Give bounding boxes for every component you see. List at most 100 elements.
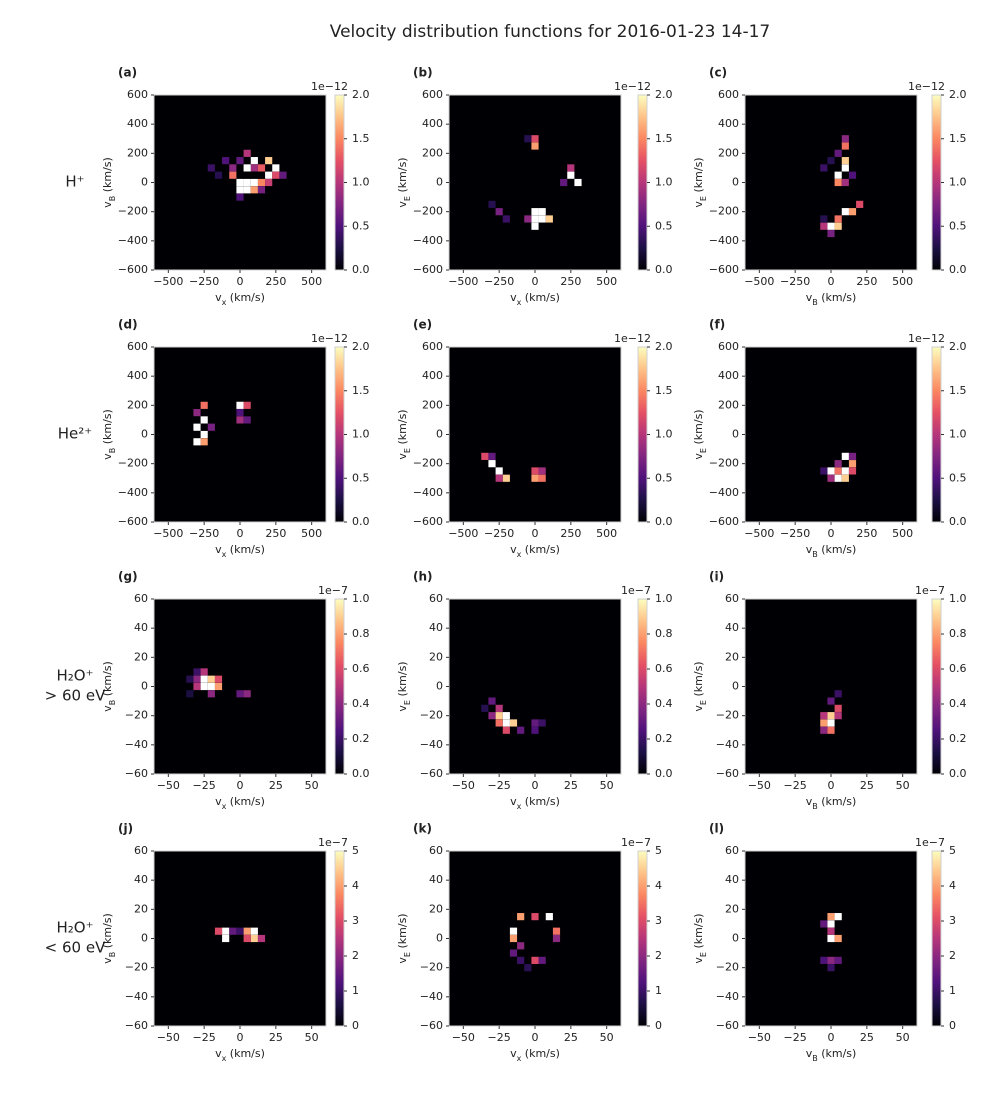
y-tick-label: −20 <box>125 961 148 974</box>
y-tick-label: −40 <box>716 738 739 751</box>
heatmap-cell <box>200 416 208 424</box>
heatmap-cell <box>243 178 251 187</box>
colorbar <box>334 850 345 1027</box>
y-tick-label: −600 <box>413 263 443 276</box>
heatmap-cell <box>517 956 525 964</box>
x-axis-label-part: x <box>517 1054 522 1063</box>
heatmap-cell <box>257 186 266 194</box>
heatmap-cell <box>827 712 835 720</box>
colorbar-tick-label: 0.2 <box>949 732 967 745</box>
x-axis-label-part: (km/s) <box>226 795 265 808</box>
heatmap-cell <box>193 423 201 431</box>
panel-label: (j) <box>118 822 133 836</box>
x-tick-label: 250 <box>856 527 877 540</box>
y-tick-label: 400 <box>718 369 739 382</box>
heatmap-cell <box>820 164 828 172</box>
x-tick-label: 250 <box>265 527 286 540</box>
x-tick-label: 50 <box>305 1031 319 1044</box>
y-tick-label: 0 <box>141 932 148 945</box>
colorbar-tick-label: 1.0 <box>655 176 673 189</box>
x-tick-label: −500 <box>448 527 478 540</box>
colorbar <box>637 598 648 775</box>
heatmap-cell <box>236 401 244 409</box>
y-tick-label: 40 <box>134 873 148 886</box>
colorbar <box>931 94 942 271</box>
colorbar-tick-label: 1 <box>352 984 359 997</box>
x-tick-label: 25 <box>860 1031 874 1044</box>
heatmap-cell <box>834 934 842 943</box>
colorbar-tick-label: 2.0 <box>655 340 673 353</box>
x-axis-label-part: v <box>215 1047 222 1060</box>
y-axis-label-part: v <box>692 201 705 208</box>
colorbar-tick-label: 0.0 <box>352 515 370 528</box>
y-axis-label-part: (km/s) <box>396 913 409 952</box>
heatmap-cell <box>250 157 258 165</box>
y-axis-label-part: B <box>108 196 117 202</box>
colorbar-tick-label: 1.0 <box>949 428 967 441</box>
y-tick-label: −20 <box>420 709 443 722</box>
colorbar-offset: 1e−12 <box>311 332 348 345</box>
colorbar-tick-label: 0.6 <box>949 662 967 675</box>
colorbar-tick-label: 0.4 <box>655 697 673 710</box>
heatmap-cell <box>214 682 223 691</box>
colorbar-tick-label: 1.0 <box>655 592 673 605</box>
colorbar-tick-label: 1 <box>949 984 956 997</box>
heatmap-cell <box>827 229 835 238</box>
y-tick-label: 20 <box>725 650 739 663</box>
x-tick-label: −250 <box>189 527 219 540</box>
x-axis-label-part: B <box>812 802 818 811</box>
row-label: He²⁺ <box>58 425 92 443</box>
colorbar-tick-label: 0.6 <box>352 662 370 675</box>
heatmap-cell <box>848 171 857 179</box>
y-axis-label-part: (km/s) <box>692 157 705 196</box>
heatmap-cell <box>827 719 835 727</box>
heatmap-cell <box>834 171 842 179</box>
heatmap-cell <box>207 675 215 683</box>
colorbar-tick-label: 1.5 <box>352 384 370 397</box>
colorbar-tick-label: 2 <box>352 949 359 962</box>
heatmap-cell <box>193 438 201 446</box>
heatmap-cell <box>531 726 539 734</box>
y-tick-label: −400 <box>413 486 443 499</box>
heatmap-cell <box>538 215 546 223</box>
heatmap-cell <box>222 157 230 165</box>
x-tick-label: 0 <box>532 527 539 540</box>
colorbar-tick-label: 3 <box>352 914 359 927</box>
heatmap-cell <box>531 913 539 921</box>
heatmap-cell <box>841 452 849 460</box>
row-label: H₂O⁺ <box>56 667 93 685</box>
panel-label: (k) <box>413 822 432 836</box>
x-tick-label: −500 <box>153 275 183 288</box>
heatmap-cell <box>524 215 532 223</box>
heatmap-cell <box>495 467 503 475</box>
colorbar-tick-label: 5 <box>352 844 359 857</box>
x-tick-label: 500 <box>892 275 913 288</box>
heatmap-cell <box>200 438 208 446</box>
row-label: H⁺ <box>65 173 84 191</box>
heatmap-cell <box>834 913 842 921</box>
heatmap-cell <box>827 913 835 921</box>
y-tick-label: −40 <box>125 990 148 1003</box>
colorbar <box>931 346 942 523</box>
x-tick-label: 500 <box>596 275 617 288</box>
y-tick-label: −200 <box>118 205 148 218</box>
panel-label: (e) <box>413 318 432 332</box>
x-tick-label: 0 <box>237 1031 244 1044</box>
heatmap-cell <box>214 927 223 935</box>
y-tick-label: 200 <box>718 146 739 159</box>
plot-area <box>449 599 621 774</box>
x-tick-label: −500 <box>448 275 478 288</box>
y-tick-label: 600 <box>718 340 739 353</box>
heatmap-cell <box>214 171 223 179</box>
colorbar-tick-label: 0.4 <box>352 697 370 710</box>
y-tick-label: 600 <box>127 88 148 101</box>
y-tick-label: −600 <box>118 263 148 276</box>
heatmap-cell <box>200 401 208 409</box>
y-tick-label: −20 <box>716 709 739 722</box>
colorbar-offset: 1e−12 <box>614 80 651 93</box>
x-axis-label-part: x <box>222 802 227 811</box>
heatmap-cell <box>193 682 201 691</box>
x-tick-label: 25 <box>564 1031 578 1044</box>
y-axis-label-part: B <box>108 952 117 958</box>
heatmap-cell <box>841 208 849 216</box>
